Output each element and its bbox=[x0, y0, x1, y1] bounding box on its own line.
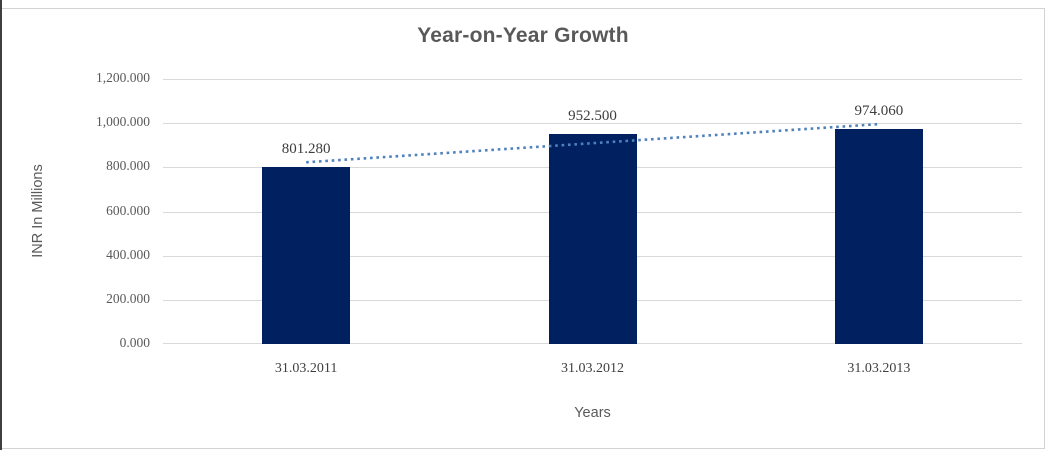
x-axis-tick-labels: 31.03.2011 31.03.2012 31.03.2013 bbox=[163, 361, 1022, 379]
chart-title: Year-on-Year Growth bbox=[417, 24, 629, 47]
y-tick-label: 400.000 bbox=[106, 246, 150, 262]
bar bbox=[834, 128, 923, 344]
chart-frame: Year-on-Year Growth INR In Millions 0.00… bbox=[2, 8, 1045, 449]
y-tick-label: 0.000 bbox=[119, 335, 150, 350]
data-label: 952.500 bbox=[568, 107, 617, 124]
y-axis-tick-labels: 0.000 200.000 400.000 600.000 800.000 1,000.0… bbox=[4, 70, 150, 350]
bar bbox=[262, 167, 351, 344]
y-tick-label: 1,200.000 bbox=[96, 70, 150, 85]
data-label: 801.280 bbox=[281, 141, 331, 158]
y-tick-label: 600.000 bbox=[106, 202, 150, 218]
x-axis-title: Years bbox=[574, 405, 611, 421]
x-tick-label: 31.03.2013 bbox=[847, 361, 911, 376]
trendline bbox=[306, 122, 879, 164]
x-tick-label: 31.03.2011 bbox=[274, 361, 338, 376]
gridline bbox=[163, 79, 1022, 80]
y-tick-label: 800.000 bbox=[106, 158, 150, 174]
y-tick-label: 200.000 bbox=[106, 290, 150, 306]
bar bbox=[548, 133, 637, 344]
page-edge-line bbox=[0, 0, 2, 450]
plot-area: 801.280 952.500 974.060 bbox=[163, 79, 1022, 344]
x-tick-label: 31.03.2012 bbox=[561, 361, 624, 376]
gridline bbox=[163, 123, 1022, 125]
data-label: 974.060 bbox=[854, 102, 904, 119]
y-tick-label: 1,000.000 bbox=[96, 114, 150, 130]
